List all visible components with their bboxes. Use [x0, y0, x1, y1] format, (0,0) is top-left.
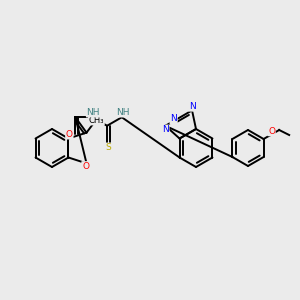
Text: CH₃: CH₃ — [88, 116, 104, 125]
Text: O: O — [268, 127, 275, 136]
Text: S: S — [105, 143, 111, 152]
Text: N: N — [170, 114, 177, 123]
Text: NH: NH — [87, 108, 100, 117]
Text: N: N — [189, 102, 195, 111]
Text: O: O — [82, 162, 89, 171]
Text: NH: NH — [116, 108, 130, 117]
Text: O: O — [66, 130, 73, 139]
Text: N: N — [162, 125, 169, 134]
